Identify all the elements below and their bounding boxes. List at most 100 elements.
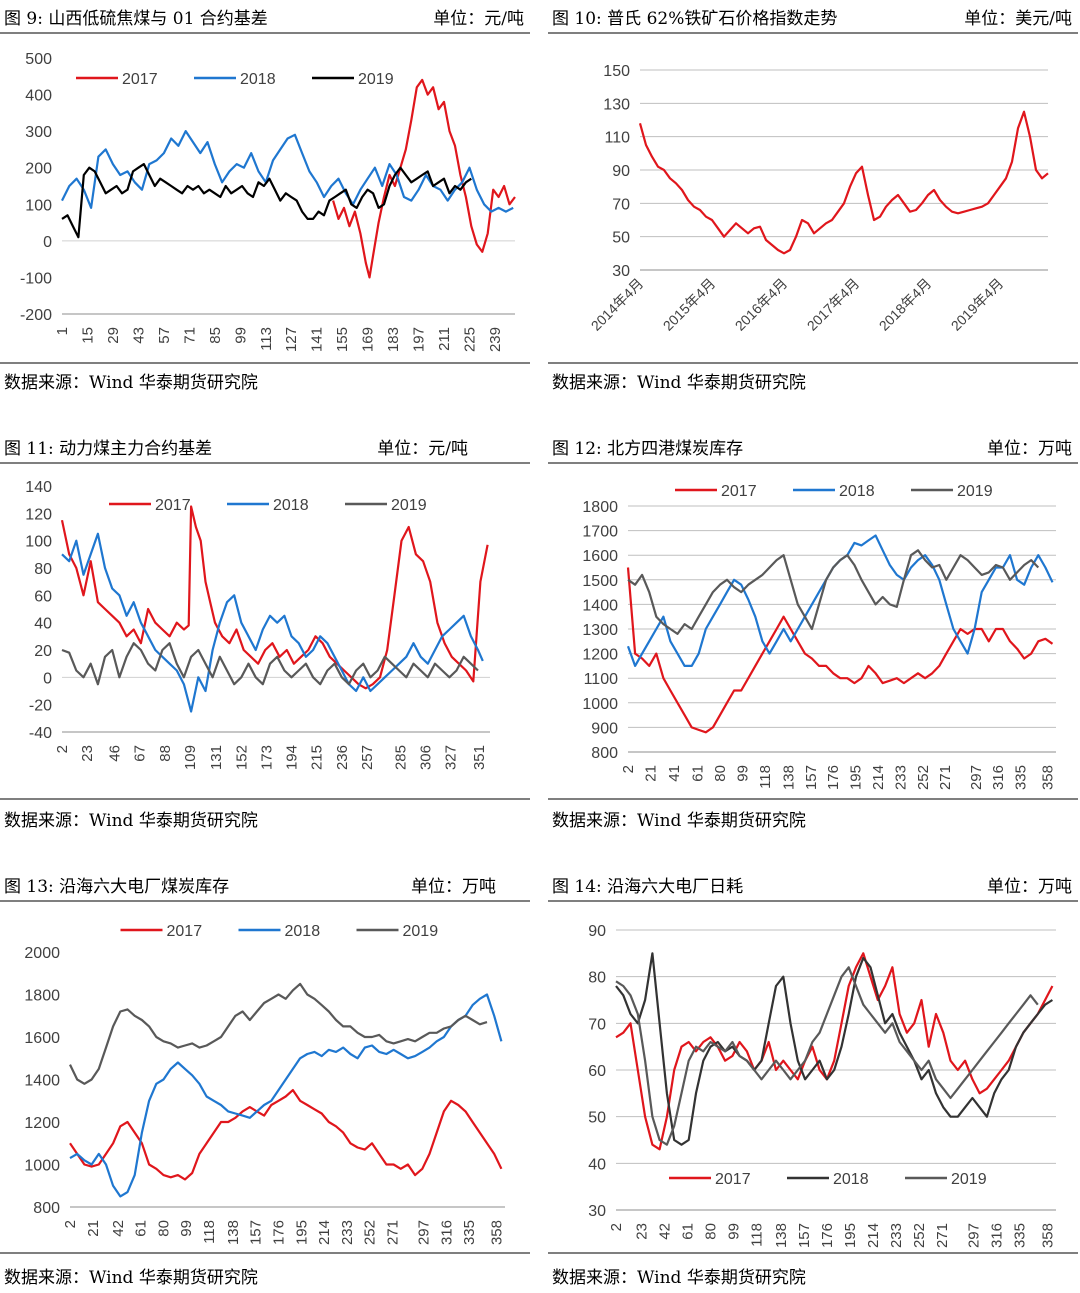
panel-header: 图 14: 沿海六大电厂日耗 单位：万吨 bbox=[548, 868, 1078, 898]
chart-fig12: 800 900 1000 1100 1200 1300 1400 1500 1600 1700 18… bbox=[582, 483, 1057, 790]
x-tick-label: 57 bbox=[156, 327, 173, 344]
series-line-2019 bbox=[627, 549, 1040, 635]
chart-panel-fig12: 图 12: 北方四港煤炭库存 单位：万吨 800 900 1000 1100 1200 1… bbox=[548, 430, 1078, 840]
x-tick-label: 2 bbox=[608, 1223, 625, 1231]
x-tick-label: 2 bbox=[62, 1220, 79, 1228]
x-tick-label: 194 bbox=[284, 745, 301, 770]
x-tick-label: 71 bbox=[181, 327, 198, 344]
x-tick-label: 327 bbox=[443, 745, 460, 770]
legend-label: 2018 bbox=[833, 1171, 869, 1188]
x-tick-label: 335 bbox=[1012, 1223, 1029, 1248]
footer-rule bbox=[0, 1252, 530, 1254]
x-tick-label: 351 bbox=[471, 745, 488, 770]
y-tick-label: 110 bbox=[604, 130, 630, 147]
legend-label: 2019 bbox=[358, 71, 394, 88]
x-tick-label: 42 bbox=[110, 1220, 127, 1237]
series-line-2017 bbox=[332, 78, 516, 279]
y-tick-label: 1100 bbox=[584, 671, 619, 688]
chart-unit: 单位：万吨 bbox=[411, 877, 496, 897]
chart-unit: 单位：元/吨 bbox=[377, 439, 468, 459]
source-note: 数据来源：Wind 华泰期货研究院 bbox=[4, 1268, 258, 1288]
y-tick-label: 90 bbox=[588, 923, 606, 940]
x-tick-label: 85 bbox=[207, 327, 224, 344]
series-line-2019 bbox=[61, 642, 479, 686]
series-line-2018 bbox=[615, 952, 1053, 1146]
legend-label: 2018 bbox=[273, 497, 309, 514]
x-tick-label: 358 bbox=[1040, 765, 1057, 790]
legend-label: 2019 bbox=[391, 497, 427, 514]
source-note: 数据来源：Wind 华泰期货研究院 bbox=[4, 811, 258, 831]
x-tick-label: 131 bbox=[208, 745, 225, 770]
panel-header: 图 11: 动力煤主力合约基差 单位：元/吨 bbox=[0, 430, 530, 460]
y-tick-label: 300 bbox=[25, 124, 52, 141]
x-tick-label: 41 bbox=[666, 765, 683, 782]
panel-header: 图 13: 沿海六大电厂煤炭库存 单位：万吨 bbox=[0, 868, 530, 898]
chart-panel-fig9: 图 9: 山西低硫焦煤与 01 合约基差 单位：元/吨 -200 -100 0 100… bbox=[0, 0, 530, 400]
header-rule bbox=[0, 462, 530, 464]
x-tick-label: 176 bbox=[271, 1220, 288, 1245]
legend-label: 2018 bbox=[285, 923, 321, 940]
panel-header: 图 10: 普氏 62%铁矿石价格指数走势 单位：美元/吨 bbox=[548, 0, 1078, 30]
chart-title: 图 10: 普氏 62%铁矿石价格指数走势 bbox=[552, 9, 838, 29]
x-tick-label: 225 bbox=[462, 327, 479, 352]
y-tick-label: -100 bbox=[20, 270, 52, 287]
x-tick-label: 195 bbox=[293, 1220, 310, 1245]
legend-label: 2018 bbox=[839, 483, 875, 500]
x-tick-label: 335 bbox=[1013, 765, 1030, 790]
y-tick-label: 130 bbox=[603, 96, 630, 113]
x-tick-label: 271 bbox=[937, 765, 954, 790]
y-tick-label: 800 bbox=[33, 1200, 60, 1217]
x-tick-label: 23 bbox=[633, 1223, 650, 1240]
x-tick-label: 358 bbox=[489, 1220, 506, 1245]
y-tick-label: 80 bbox=[34, 561, 52, 578]
x-tick-label: 195 bbox=[842, 1223, 859, 1248]
x-tick-label: 157 bbox=[248, 1220, 265, 1245]
y-tick-label: 1500 bbox=[582, 573, 618, 590]
x-tick-label: 2 bbox=[54, 745, 71, 753]
chart-panel-fig11: 图 11: 动力煤主力合约基差 单位：元/吨 -40 -20 0 20 40 60 80 10… bbox=[0, 430, 530, 840]
y-tick-label: 500 bbox=[25, 51, 52, 68]
panel-header: 图 9: 山西低硫焦煤与 01 合约基差 单位：元/吨 bbox=[0, 0, 530, 30]
x-tick-label: 211 bbox=[436, 327, 453, 351]
y-tick-label: 40 bbox=[34, 616, 52, 633]
series-line-2019 bbox=[61, 163, 472, 239]
x-tick-label: 297 bbox=[416, 1220, 433, 1245]
x-tick-label: 271 bbox=[384, 1220, 401, 1245]
header-rule bbox=[548, 900, 1078, 902]
panel-header: 图 12: 北方四港煤炭库存 单位：万吨 bbox=[548, 430, 1078, 460]
x-tick-label: 2018年4月 bbox=[876, 275, 935, 334]
y-tick-label: 1600 bbox=[24, 1030, 60, 1047]
x-tick-label: 169 bbox=[360, 327, 377, 352]
legend-label: 2017 bbox=[715, 1171, 751, 1188]
y-tick-label: 150 bbox=[603, 63, 630, 80]
x-tick-label: 2017年4月 bbox=[804, 275, 863, 334]
y-tick-label: -200 bbox=[20, 307, 52, 324]
x-tick-label: 118 bbox=[757, 765, 774, 789]
y-tick-label: 80 bbox=[588, 970, 606, 987]
series-line-2017 bbox=[69, 1089, 503, 1181]
x-tick-label: 2015年4月 bbox=[660, 275, 719, 334]
x-tick-label: 297 bbox=[966, 1223, 983, 1248]
series-line-main bbox=[638, 110, 1049, 255]
chart-title: 图 14: 沿海六大电厂日耗 bbox=[552, 877, 744, 897]
y-tick-label: 900 bbox=[591, 720, 618, 737]
y-tick-label: 200 bbox=[25, 161, 52, 178]
x-tick-label: 239 bbox=[487, 327, 504, 352]
x-tick-label: 2014年4月 bbox=[588, 275, 647, 334]
x-tick-label: 176 bbox=[825, 765, 842, 790]
y-tick-label: 1800 bbox=[24, 988, 60, 1005]
y-tick-label: -40 bbox=[29, 725, 52, 742]
legend-label: 2019 bbox=[957, 483, 993, 500]
y-tick-label: 40 bbox=[588, 1156, 606, 1173]
chart-fig13: 800 1000 1200 1400 1600 1800 2000 2 21 42 61 80 99 11… bbox=[24, 923, 506, 1245]
y-tick-label: 0 bbox=[43, 234, 52, 251]
x-tick-label: 2016年4月 bbox=[732, 275, 791, 334]
chart-title: 图 13: 沿海六大电厂煤炭库存 bbox=[4, 877, 230, 897]
source-note: 数据来源：Wind 华泰期货研究院 bbox=[552, 811, 806, 831]
x-tick-label: 141 bbox=[309, 327, 326, 352]
series-line-2019 bbox=[615, 966, 1039, 1146]
x-tick-label: 215 bbox=[309, 745, 326, 770]
y-tick-label: 1400 bbox=[582, 597, 618, 614]
y-tick-label: 400 bbox=[25, 88, 52, 105]
